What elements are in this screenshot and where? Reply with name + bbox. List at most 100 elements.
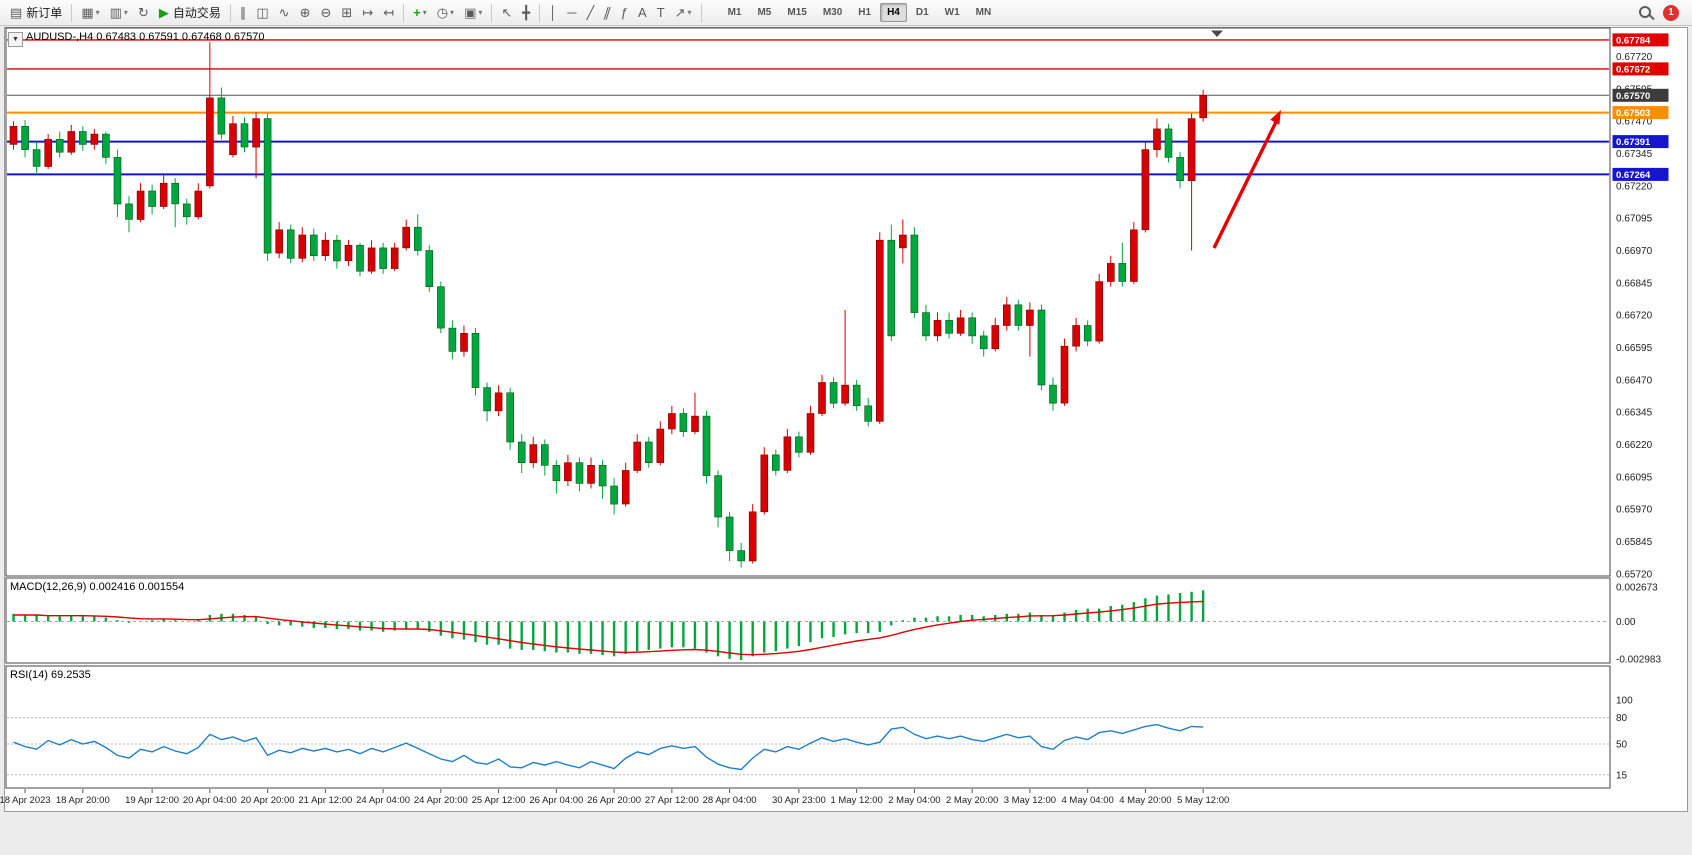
svg-text:18 Apr 2023: 18 Apr 2023 bbox=[0, 795, 51, 806]
trend-arrow[interactable] bbox=[1212, 110, 1281, 249]
toolbar-separator bbox=[539, 3, 541, 22]
timeframe-D1[interactable]: D1 bbox=[915, 7, 929, 18]
fibonacci-button[interactable]: ƒ bbox=[617, 2, 632, 24]
svg-text:0.66220: 0.66220 bbox=[1616, 440, 1653, 451]
zoom-out-icon: ⊖ bbox=[320, 4, 332, 20]
profiles-caret-icon: ▾ bbox=[123, 8, 128, 17]
svg-text:28 Apr 04:00: 28 Apr 04:00 bbox=[703, 795, 757, 806]
bar-chart-button[interactable]: ∥ bbox=[236, 2, 251, 24]
auto-scroll-icon: ↦ bbox=[362, 4, 374, 20]
macd-scale: 0.002673 0.00 -0.002983 bbox=[1616, 583, 1661, 666]
periods-button[interactable]: ◷ ▾ bbox=[433, 2, 458, 24]
chart-collapse-button[interactable]: ▼ bbox=[8, 32, 23, 47]
vertical-line-button[interactable]: │ bbox=[545, 2, 561, 24]
svg-text:80: 80 bbox=[1616, 713, 1628, 724]
svg-text:0.66345: 0.66345 bbox=[1616, 408, 1653, 419]
svg-text:2 May 04:00: 2 May 04:00 bbox=[888, 795, 940, 806]
svg-text:0.67391: 0.67391 bbox=[1616, 137, 1651, 148]
history-button[interactable]: ↻ bbox=[134, 2, 153, 24]
svg-text:0.67470: 0.67470 bbox=[1616, 117, 1653, 128]
svg-text:1 May 12:00: 1 May 12:00 bbox=[831, 795, 883, 806]
rsi-line bbox=[13, 723, 1204, 771]
chart-shift-button[interactable]: ↤ bbox=[379, 2, 398, 24]
zoom-in-icon: ⊕ bbox=[299, 4, 311, 20]
templates-icon: ▣ bbox=[464, 4, 477, 20]
timeframe-toolbar: M1 M5 M15 M30 H1 H4 D1 W1 MN bbox=[720, 3, 1000, 22]
svg-text:50: 50 bbox=[1616, 740, 1628, 751]
svg-text:0.65720: 0.65720 bbox=[1616, 569, 1653, 580]
new-chart-caret-icon: ▾ bbox=[95, 8, 100, 17]
text-icon: A bbox=[638, 4, 647, 20]
indicators-caret-icon: ▾ bbox=[422, 8, 427, 17]
arrows-caret-icon: ▾ bbox=[687, 8, 692, 17]
chevron-down-icon: ▼ bbox=[12, 36, 19, 43]
new-chart-button[interactable]: ▦ ▾ bbox=[77, 2, 103, 24]
auto-scroll-button[interactable]: ↦ bbox=[358, 2, 377, 24]
svg-text:0.65970: 0.65970 bbox=[1616, 505, 1653, 516]
auto-trading-button[interactable]: ▶ 自动交易 bbox=[155, 2, 225, 24]
auto-trading-icon: ▶ bbox=[158, 4, 169, 20]
timeframe-M5[interactable]: M5 bbox=[757, 7, 772, 18]
templates-caret-icon: ▾ bbox=[478, 8, 483, 17]
zoom-in-button[interactable]: ⊕ bbox=[296, 2, 315, 24]
profiles-button[interactable]: ▥ ▾ bbox=[106, 2, 132, 24]
cursor-icon: ↖ bbox=[501, 4, 513, 20]
svg-text:3 May 12:00: 3 May 12:00 bbox=[1004, 795, 1056, 806]
templates-button[interactable]: ▣ ▾ bbox=[460, 2, 486, 24]
timeframe-MN[interactable]: MN bbox=[975, 7, 992, 18]
fibonacci-icon: ƒ bbox=[620, 4, 629, 20]
auto-trading-label: 自动交易 bbox=[172, 6, 221, 20]
chart-shift-marker-icon bbox=[1211, 30, 1223, 37]
periods-caret-icon: ▾ bbox=[450, 8, 455, 17]
timeframe-M30[interactable]: M30 bbox=[822, 7, 843, 18]
timeframe-W1[interactable]: W1 bbox=[944, 7, 960, 18]
panel-frames bbox=[5, 27, 1611, 789]
candlestick-chart-button[interactable]: ◫ bbox=[252, 2, 272, 24]
crosshair-icon: ╋ bbox=[522, 4, 531, 20]
text-button[interactable]: A bbox=[634, 2, 651, 24]
notification-badge[interactable]: 1 bbox=[1663, 4, 1679, 21]
timeframe-H4[interactable]: H4 bbox=[880, 3, 907, 22]
horizontal-line-icon: ─ bbox=[567, 4, 577, 20]
bar-chart-icon: ∥ bbox=[239, 4, 247, 20]
svg-text:-0.002983: -0.002983 bbox=[1616, 655, 1661, 666]
time-axis: 18 Apr 2023 18 Apr 20:00 19 Apr 12:00 20 Ap… bbox=[0, 789, 1229, 806]
crosshair-button[interactable]: ╋ bbox=[518, 2, 534, 24]
vertical-line-icon: │ bbox=[549, 4, 558, 20]
horizontal-line-button[interactable]: ─ bbox=[563, 2, 580, 24]
search-icon[interactable] bbox=[1638, 5, 1654, 21]
arrows-icon: ↗ bbox=[674, 4, 686, 20]
history-icon: ↻ bbox=[137, 4, 149, 20]
trendline-button[interactable]: ╱ bbox=[582, 2, 598, 24]
svg-text:0.66845: 0.66845 bbox=[1616, 278, 1653, 289]
toolbar-separator bbox=[229, 3, 231, 22]
text-label-button[interactable]: T bbox=[653, 2, 669, 24]
svg-text:4 May 04:00: 4 May 04:00 bbox=[1062, 795, 1114, 806]
timeframe-H1[interactable]: H1 bbox=[858, 7, 872, 18]
cursor-button[interactable]: ↖ bbox=[497, 2, 516, 24]
indicators-button[interactable]: + ▾ bbox=[409, 2, 431, 24]
svg-text:24 Apr 20:00: 24 Apr 20:00 bbox=[414, 795, 468, 806]
timeframe-M1[interactable]: M1 bbox=[727, 7, 742, 18]
svg-text:4 May 20:00: 4 May 20:00 bbox=[1119, 795, 1171, 806]
tile-windows-icon: ⊞ bbox=[341, 4, 353, 20]
arrows-button[interactable]: ↗ ▾ bbox=[671, 2, 696, 24]
timeframe-M15[interactable]: M15 bbox=[787, 7, 807, 18]
svg-text:0.66095: 0.66095 bbox=[1616, 472, 1653, 483]
svg-text:21 Apr 12:00: 21 Apr 12:00 bbox=[298, 795, 352, 806]
macd-indicator-title: MACD(12,26,9) 0.002416 0.001554 bbox=[10, 581, 185, 593]
svg-text:15: 15 bbox=[1616, 770, 1628, 781]
new-order-button[interactable]: ▤ 新订单 bbox=[6, 2, 66, 24]
price-chips: 0.67784 0.67672 0.67570 0.67503 0.67391 0.672… bbox=[1612, 33, 1669, 181]
tile-windows-button[interactable]: ⊞ bbox=[337, 2, 356, 24]
profiles-icon: ▥ bbox=[109, 4, 122, 20]
svg-text:0.66595: 0.66595 bbox=[1616, 343, 1653, 354]
toolbar-separator bbox=[71, 3, 73, 22]
svg-text:0.66970: 0.66970 bbox=[1616, 246, 1653, 257]
zoom-out-button[interactable]: ⊖ bbox=[316, 2, 335, 24]
svg-text:24 Apr 04:00: 24 Apr 04:00 bbox=[356, 795, 410, 806]
channel-button[interactable]: ∥ bbox=[600, 2, 615, 24]
line-chart-button[interactable]: ∿ bbox=[275, 2, 294, 24]
